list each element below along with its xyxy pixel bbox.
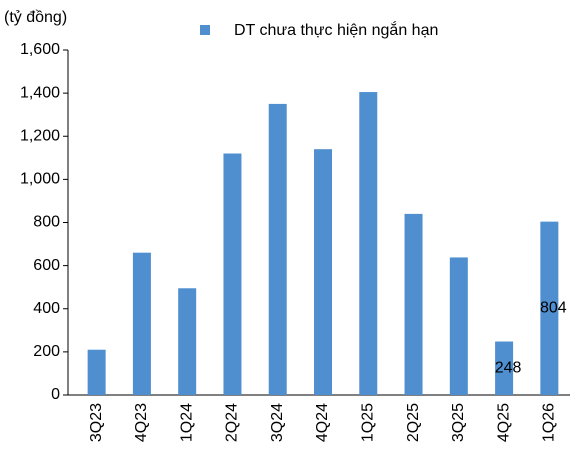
bar [359,92,378,395]
legend-label: DT chưa thực hiện ngắn hạn [234,20,438,39]
x-tick-label: 3Q23 [88,403,105,442]
x-tick-label: 2Q25 [405,403,422,442]
bar [132,252,151,395]
data-label: 804 [540,300,567,317]
bar [87,349,106,395]
y-tick-label: 800 [33,214,60,231]
x-tick-label: 4Q24 [314,403,331,442]
y-tick-label: 400 [33,300,60,317]
bar [404,213,423,395]
bar [540,221,559,395]
bar [495,341,514,395]
bar [178,288,197,395]
data-label: 248 [495,359,522,376]
y-tick-label: 200 [33,343,60,360]
x-tick-label: 1Q24 [178,403,195,442]
y-tick-label: 600 [33,257,60,274]
y-axis-label: (tỷ đồng) [4,9,67,26]
y-tick-label: 1,400 [20,84,60,101]
y-tick-label: 1,600 [20,41,60,58]
x-tick-label: 2Q24 [224,403,241,442]
y-tick-label: 1,000 [20,171,60,188]
x-tick-label: 3Q24 [269,403,286,442]
legend-swatch [200,25,210,35]
bar [223,153,242,395]
x-tick-label: 3Q25 [450,403,467,442]
x-tick-label: 1Q26 [541,403,558,442]
bar [314,149,332,395]
x-tick-label: 4Q23 [133,403,150,442]
y-tick-label: 1,200 [20,127,60,144]
bar [268,103,287,395]
y-tick-label: 0 [51,386,60,403]
x-tick-label: 4Q25 [495,403,512,442]
x-tick-label: 1Q25 [359,403,376,442]
bar [449,257,468,395]
